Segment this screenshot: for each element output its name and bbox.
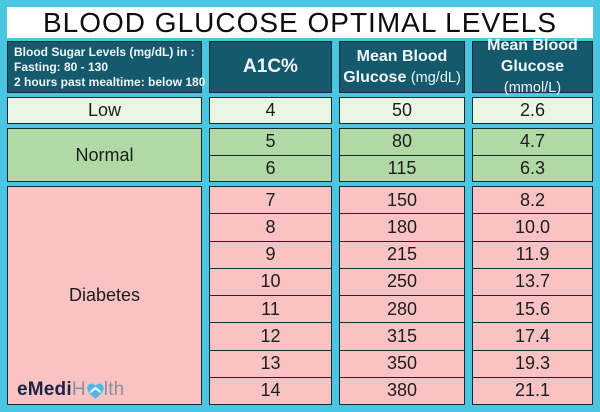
mgdl-header-line1: Mean Blood xyxy=(356,47,448,65)
table-cell: 250 xyxy=(340,267,464,295)
table-cell: 6 xyxy=(210,154,331,182)
header-a1c: A1C% xyxy=(209,41,332,93)
table-cell: 10.0 xyxy=(473,213,592,240)
table-cell: 380 xyxy=(340,376,464,404)
table-cell: 150 xyxy=(386,189,418,210)
diabetes-mgdl-block: 150 180 215 250 280 315 350 380 xyxy=(339,186,465,405)
table-cell: 180 xyxy=(340,213,464,240)
table-cell: 4 xyxy=(265,100,276,120)
normal-a1c-block: 5 6 xyxy=(209,128,332,182)
table-cell: 2.6 xyxy=(519,100,546,120)
low-label-cell: Low xyxy=(7,97,202,124)
logo-text-emedi: eMedi xyxy=(17,379,72,400)
low-mgdl-block: 50 xyxy=(339,97,465,124)
table-cell: 13 xyxy=(210,349,331,377)
table-cell: 12 xyxy=(210,322,331,349)
mmol-header-line1: Mean Blood xyxy=(487,37,578,54)
info-line-1: Blood Sugar Levels (mg/dL) in : xyxy=(14,44,195,59)
table-cell: 11.9 xyxy=(473,240,592,268)
table-cell: 215 xyxy=(340,240,464,268)
mgdl-unit: (mg/dL) xyxy=(410,69,461,86)
table-cell: 8 xyxy=(210,213,331,240)
table-cell: 350 xyxy=(340,349,464,377)
table-cell: 15.6 xyxy=(473,295,592,322)
table-cell: 8.2 xyxy=(519,189,546,210)
header-mean-mmol: Mean Blood Glucose (mmol/L) xyxy=(472,37,593,96)
table-cell: 21.1 xyxy=(473,376,592,404)
diabetes-label: Diabetes xyxy=(68,285,141,305)
table-cell: 4.7 xyxy=(519,131,546,152)
logo-text-h: H xyxy=(71,379,86,400)
mmol-header-line2: Glucose (mmol/L) xyxy=(500,58,565,96)
table-cell: 6.3 xyxy=(473,154,592,182)
table-cell: 5 xyxy=(265,131,276,152)
table-cell: 13.7 xyxy=(473,267,592,295)
table-cell: 315 xyxy=(340,322,464,349)
table-cell: 10 xyxy=(210,267,331,295)
mgdl-header-line2: Glucose (mg/dL) xyxy=(343,68,461,86)
logo-text-lth: lth xyxy=(103,379,125,400)
table-cell: 115 xyxy=(340,154,464,182)
diabetes-mmol-block: 8.2 10.0 11.9 13.7 15.6 17.4 19.3 21.1 xyxy=(472,186,593,405)
header-mean-mgdl: Mean Blood Glucose (mg/dL) xyxy=(339,41,465,93)
table-cell: 50 xyxy=(391,100,413,120)
info-line-3: 2 hours past mealtime: below 180 xyxy=(14,74,206,89)
normal-label-cell: Normal xyxy=(7,128,202,182)
glucose-table: Blood Sugar Levels (mg/dL) in : Fasting:… xyxy=(7,37,593,405)
table-cell: 17.4 xyxy=(473,322,592,349)
table-cell: 80 xyxy=(391,131,413,152)
heart-icon xyxy=(87,383,104,399)
normal-mmol-block: 4.7 6.3 xyxy=(472,128,593,182)
diabetes-a1c-block: 7 8 9 10 11 12 13 14 xyxy=(209,186,332,405)
table-cell: 280 xyxy=(340,295,464,322)
table-cell: 19.3 xyxy=(473,349,592,377)
title-bar: BLOOD GLUCOSE OPTIMAL LEVELS xyxy=(7,7,593,38)
normal-mgdl-block: 80 115 xyxy=(339,128,465,182)
header-info-cell: Blood Sugar Levels (mg/dL) in : Fasting:… xyxy=(7,41,206,93)
table-cell: 9 xyxy=(210,240,331,268)
table-cell: 14 xyxy=(210,376,331,404)
low-a1c-block: 4 xyxy=(209,97,332,124)
page-title: BLOOD GLUCOSE OPTIMAL LEVELS xyxy=(42,6,557,38)
info-line-2: Fasting: 80 - 130 xyxy=(14,59,109,74)
table-cell: 11 xyxy=(210,295,331,322)
mmol-unit: (mmol/L) xyxy=(503,80,562,96)
table-cell: 7 xyxy=(265,189,276,210)
a1c-header-label: A1C% xyxy=(243,56,298,77)
low-mmol-block: 2.6 xyxy=(472,97,593,124)
